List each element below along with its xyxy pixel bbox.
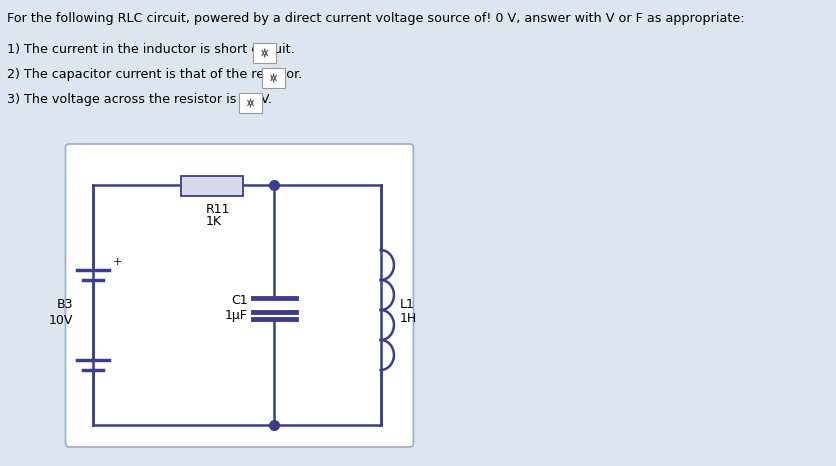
Text: 10V: 10V [49, 315, 74, 328]
Text: 3) The voltage across the resistor is 10 V.: 3) The voltage across the resistor is 10… [7, 93, 272, 106]
FancyBboxPatch shape [262, 68, 285, 88]
FancyBboxPatch shape [65, 144, 414, 447]
FancyBboxPatch shape [253, 43, 276, 63]
Text: 1) The current in the inductor is short circuit.: 1) The current in the inductor is short … [7, 43, 295, 56]
Text: 1μF: 1μF [225, 308, 247, 322]
Text: B3: B3 [57, 299, 74, 311]
Text: 2) The capacitor current is that of the resistor.: 2) The capacitor current is that of the … [7, 68, 303, 81]
FancyBboxPatch shape [239, 93, 262, 113]
Text: C1: C1 [232, 295, 247, 308]
Text: 1K: 1K [206, 215, 222, 228]
Text: R11: R11 [206, 203, 230, 216]
Text: +: + [112, 257, 122, 267]
Text: L1: L1 [400, 297, 414, 310]
Bar [181, 176, 243, 196]
Text: 1H: 1H [400, 311, 416, 324]
Text: For the following RLC circuit, powered by a direct current voltage source of! 0 : For the following RLC circuit, powered b… [7, 12, 745, 25]
